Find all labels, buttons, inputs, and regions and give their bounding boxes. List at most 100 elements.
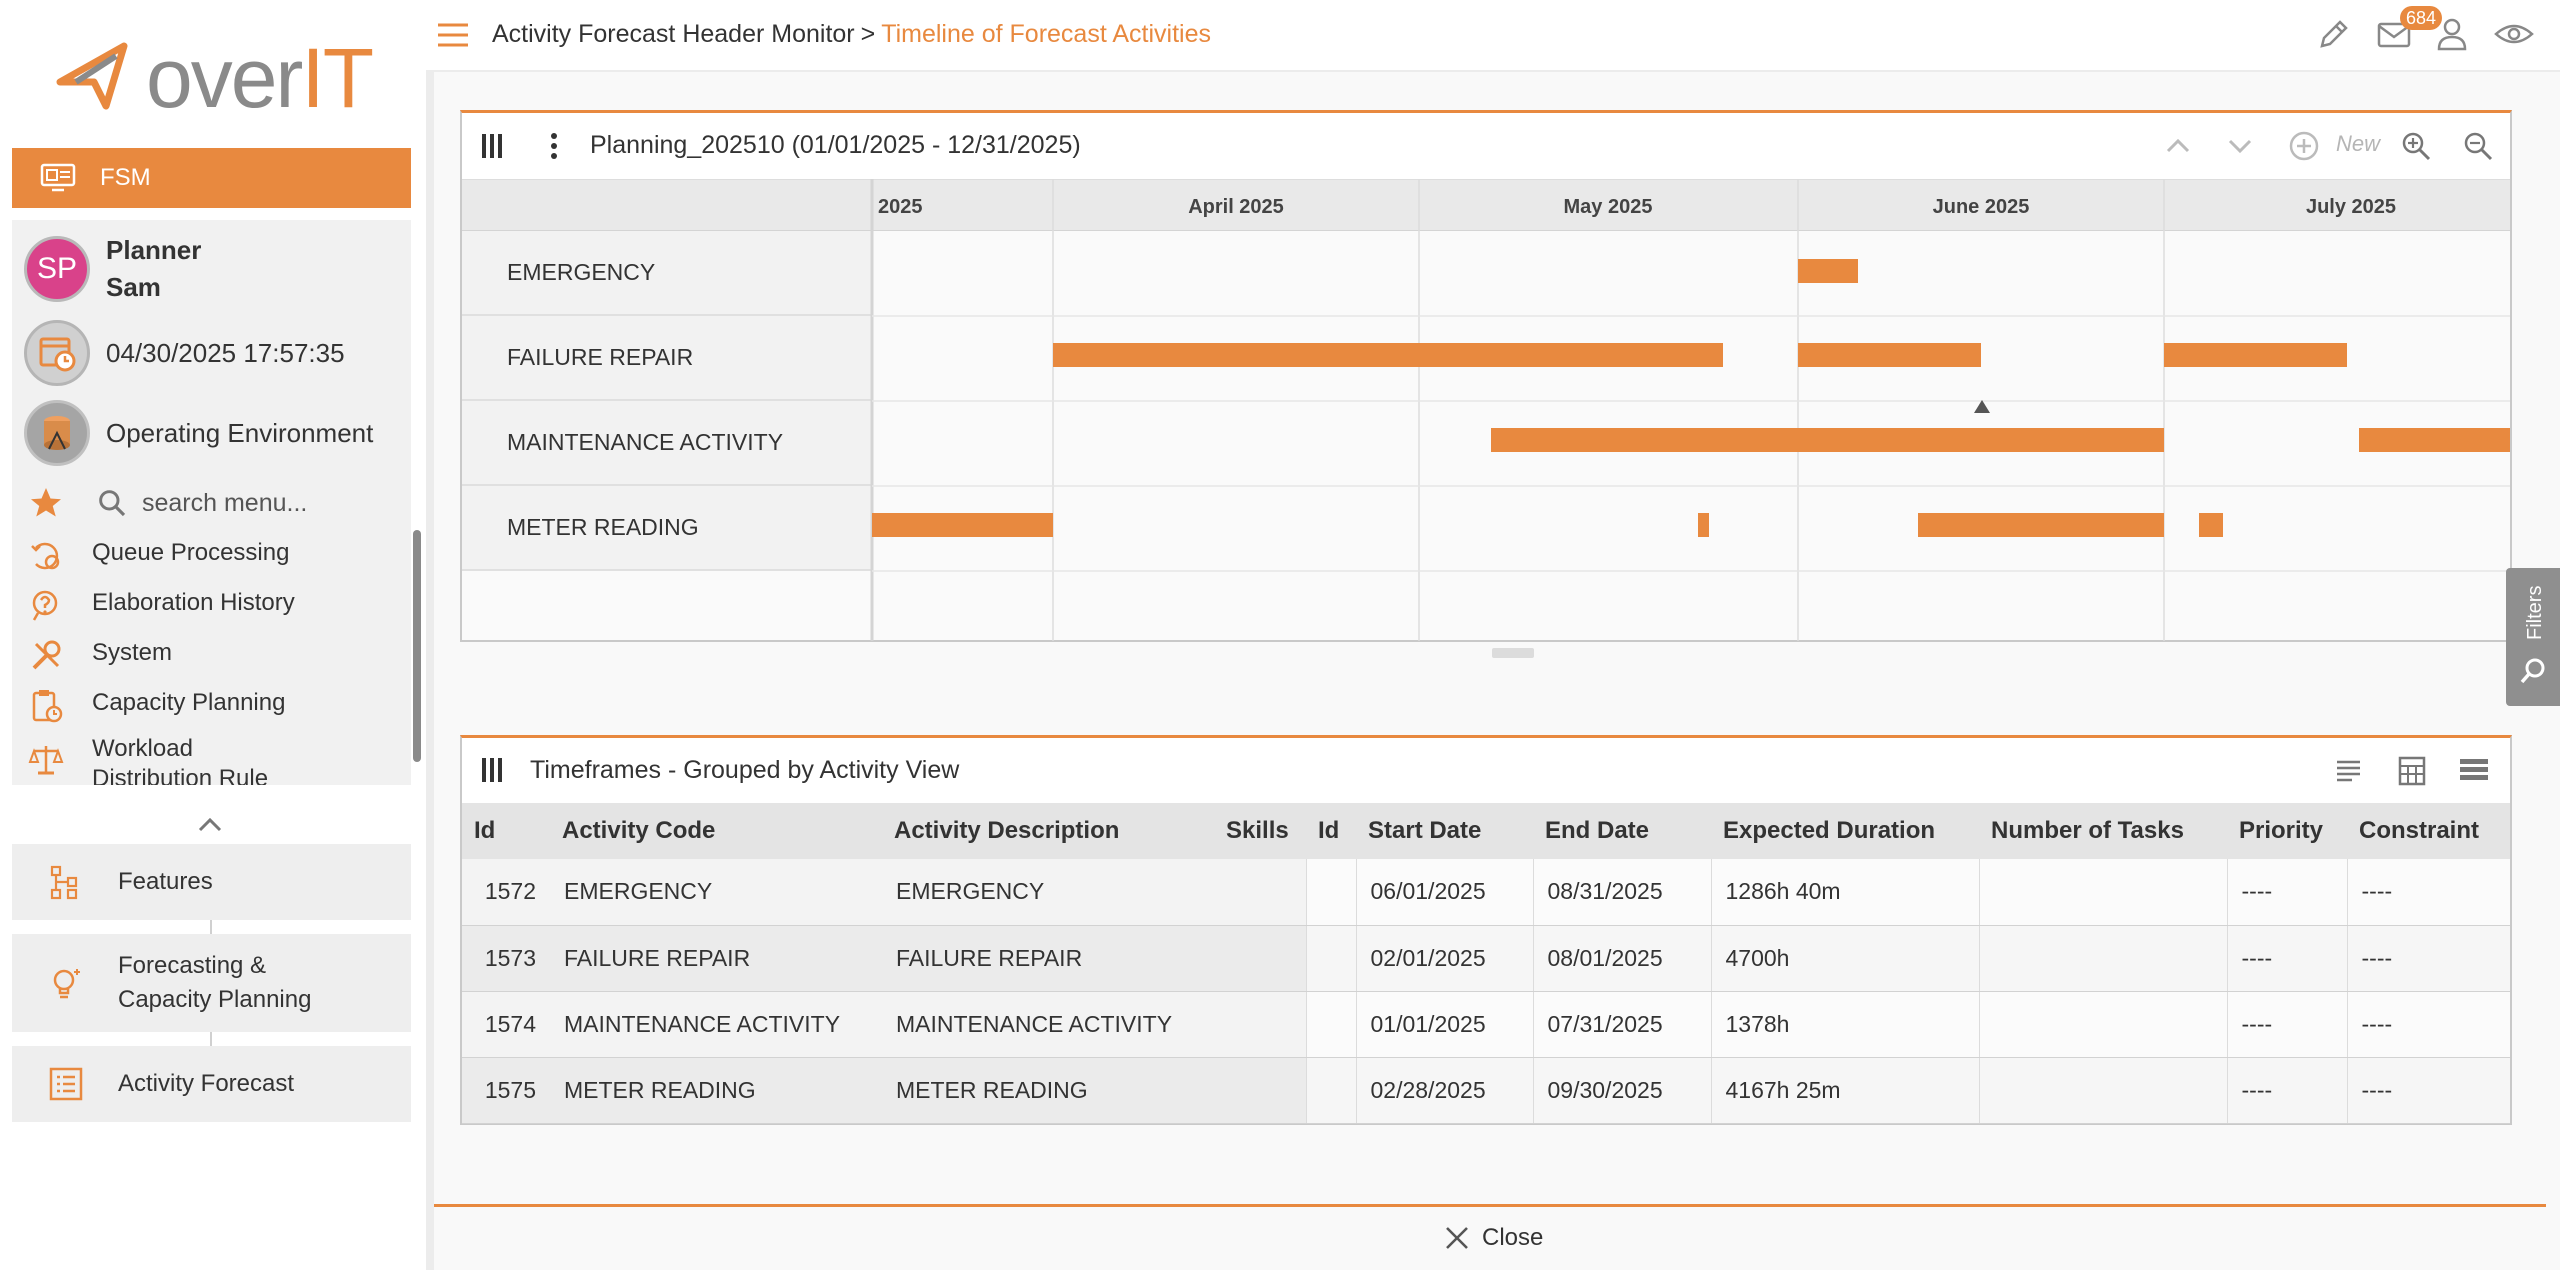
menu-item-elaboration-history[interactable]: Elaboration History: [28, 588, 408, 624]
cell-id-2: [1305, 925, 1356, 992]
menu-item-capacity-planning[interactable]: Capacity Planning: [28, 688, 408, 724]
mail-icon[interactable]: [2376, 16, 2412, 52]
category-forecasting-capacity-planning[interactable]: Forecasting & Capacity Planning: [12, 934, 411, 1032]
column-header-number-of-tasks[interactable]: Number of Tasks: [1979, 803, 2227, 859]
panel-splitter-handle[interactable]: [1492, 648, 1534, 658]
gantt-bar-meter-reading[interactable]: [872, 513, 1053, 537]
search-filter-icon: [2520, 658, 2545, 684]
table-row[interactable]: 1574 MAINTENANCE ACTIVITY MAINTENANCE AC…: [462, 991, 2510, 1058]
breadcrumb-separator: >: [860, 20, 876, 48]
zoom-out-icon[interactable]: [2462, 130, 2494, 162]
logo-text-over: over: [146, 31, 303, 125]
cell-activity-code: EMERGENCY: [550, 859, 882, 926]
cell-skills: [1214, 925, 1306, 992]
gantt-bar-emergency[interactable]: [1798, 259, 1858, 283]
cell-priority: ----: [2226, 1057, 2347, 1124]
new-button-label[interactable]: New: [2336, 131, 2381, 156]
user-profile[interactable]: SP Planner Sam: [24, 232, 201, 306]
column-header-expected-duration[interactable]: Expected Duration: [1711, 803, 1979, 859]
table-view-icon[interactable]: [2458, 754, 2490, 786]
cell-activity-code: FAILURE REPAIR: [550, 925, 882, 992]
column-header-start-date[interactable]: Start Date: [1356, 803, 1533, 859]
environment-row[interactable]: Operating Environment: [24, 400, 373, 466]
column-header-constraint[interactable]: Constraint: [2347, 803, 2510, 859]
spreadsheet-export-icon[interactable]: [2396, 754, 2428, 786]
menu-item-queue-processing[interactable]: Queue Processing: [28, 538, 408, 574]
column-header-skills[interactable]: Skills: [1214, 803, 1306, 859]
gantt-row-label-failure-repair: FAILURE REPAIR: [462, 316, 872, 401]
column-header-id[interactable]: Id: [462, 803, 550, 859]
gantt-month-label: July 2025: [2306, 196, 2396, 218]
menu-item-label: Capacity Planning: [92, 689, 286, 716]
column-header-activity-code[interactable]: Activity Code: [550, 803, 882, 859]
eye-icon[interactable]: [2494, 16, 2534, 52]
menu-item-system[interactable]: System: [28, 638, 408, 674]
search-menu-input[interactable]: [142, 488, 382, 518]
table-row[interactable]: 1575 METER READING METER READING 02/28/2…: [462, 1057, 2510, 1124]
filters-tab[interactable]: Filters: [2506, 568, 2560, 706]
columns-icon[interactable]: [478, 754, 510, 786]
gantt-bar-meter-reading[interactable]: [2199, 513, 2223, 537]
hamburger-menu-icon[interactable]: [436, 22, 470, 48]
column-header-id-2[interactable]: Id: [1306, 803, 1356, 859]
cell-id: 1574: [462, 991, 550, 1058]
add-circle-icon[interactable]: [2288, 130, 2320, 162]
cell-expected-duration: 1378h: [1710, 991, 1979, 1058]
chevron-up-icon[interactable]: [2162, 130, 2194, 162]
clipboard-clock-icon: [32, 690, 63, 723]
menu-item-label: System: [92, 639, 173, 666]
gantt-bar-failure-repair[interactable]: [1053, 343, 1723, 367]
sidebar: overIT FSM SP Planner Sam 04/: [0, 0, 426, 1270]
cell-number-of-tasks: [1978, 1057, 2227, 1124]
category-activity-forecast[interactable]: Activity Forecast: [12, 1046, 411, 1122]
cell-number-of-tasks: [1978, 925, 2227, 992]
columns-icon[interactable]: [478, 130, 510, 162]
warning-triangle-icon[interactable]: [1974, 400, 1990, 413]
fsm-label: FSM: [100, 164, 151, 191]
breadcrumb-parent-link[interactable]: Activity Forecast Header Monitor: [492, 20, 855, 48]
table-header-row: Id Activity Code Activity Description Sk…: [462, 803, 2510, 859]
calendar-clock-icon: [24, 320, 90, 386]
more-vertical-icon[interactable]: [538, 130, 570, 162]
gantt-bar-meter-reading[interactable]: [1918, 513, 2164, 537]
gantt-bar-failure-repair[interactable]: [1798, 343, 1981, 367]
queue-icon: [31, 542, 60, 570]
tree-connector: [210, 1032, 212, 1046]
gantt-bar-maintenance-activity[interactable]: [2359, 428, 2510, 452]
gantt-bar-failure-repair[interactable]: [2164, 343, 2347, 367]
menu-item-workload-distribution-rule[interactable]: Workload Distribution Rule: [28, 734, 408, 785]
gantt-bar-maintenance-activity[interactable]: [1491, 428, 2164, 452]
category-features[interactable]: Features: [12, 844, 411, 920]
environment-label: Operating Environment: [106, 417, 374, 448]
cell-expected-duration: 4167h 25m: [1710, 1057, 1979, 1124]
star-icon[interactable]: [28, 485, 64, 521]
bulb-icon: [53, 969, 80, 999]
list-view-icon[interactable]: [2334, 754, 2366, 786]
gantt-timeline-header: [462, 179, 2510, 231]
user-icon[interactable]: [2434, 16, 2470, 52]
top-header: Activity Forecast Header Monitor > Timelin…: [426, 0, 2560, 70]
cell-priority: ----: [2226, 859, 2347, 926]
column-header-activity-description[interactable]: Activity Description: [882, 803, 1214, 859]
close-button[interactable]: Close: [1444, 1224, 1543, 1252]
menu-panel: SP Planner Sam 04/30/2025 17:57:35: [12, 220, 411, 785]
chevron-up-icon[interactable]: [196, 815, 224, 835]
timeframes-table: Id Activity Code Activity Description Sk…: [462, 803, 2510, 1124]
history-icon: [32, 590, 58, 621]
pencil-icon[interactable]: [2316, 16, 2352, 52]
table-row[interactable]: 1573 FAILURE REPAIR FAILURE REPAIR 02/01…: [462, 925, 2510, 992]
fsm-app-button[interactable]: FSM: [12, 148, 411, 208]
table-row[interactable]: 1572 EMERGENCY EMERGENCY 06/01/2025 08/3…: [462, 859, 2510, 926]
cell-activity-code: MAINTENANCE ACTIVITY: [550, 991, 882, 1058]
cell-constraint: ----: [2346, 1057, 2510, 1124]
column-header-priority[interactable]: Priority: [2227, 803, 2347, 859]
gantt-bar-meter-reading[interactable]: [1698, 513, 1709, 537]
cell-start-date: 01/01/2025: [1355, 991, 1533, 1058]
close-label: Close: [1482, 1224, 1544, 1251]
column-header-end-date[interactable]: End Date: [1533, 803, 1711, 859]
chevron-down-icon[interactable]: [2224, 130, 2256, 162]
filters-label: Filters: [2524, 585, 2546, 640]
zoom-in-icon[interactable]: [2400, 130, 2432, 162]
hierarchy-icon: [50, 865, 78, 900]
menu-scrollbar[interactable]: [413, 530, 421, 762]
